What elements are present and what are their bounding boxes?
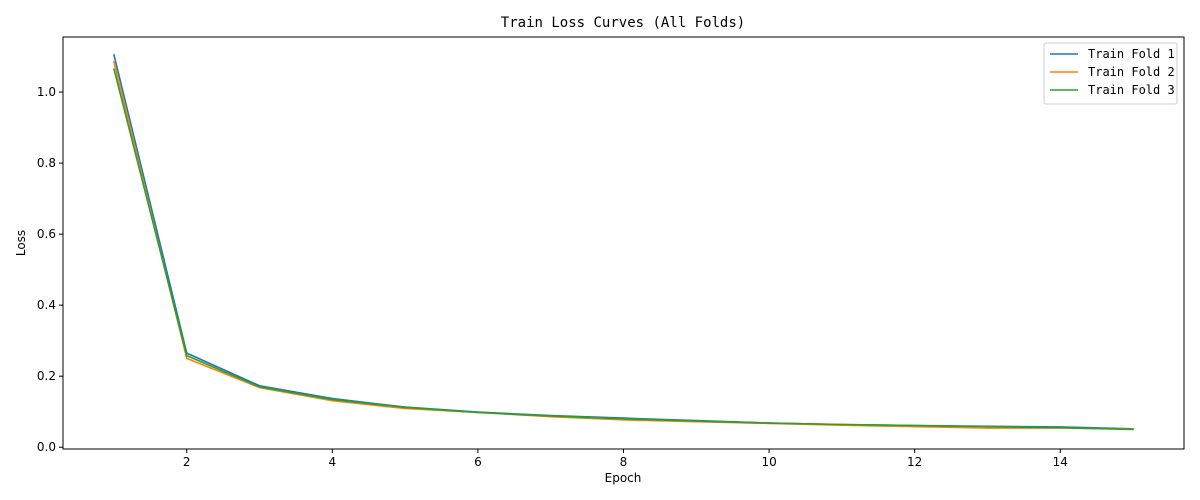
legend: Train Fold 1 Train Fold 2 Train Fold 3 [1043, 42, 1178, 105]
x-tick-label: 8 [620, 455, 628, 469]
data-point [768, 422, 770, 424]
data-point [113, 53, 115, 56]
x-tick-label: 14 [1053, 455, 1068, 469]
y-tick-label: 0.0 [37, 440, 56, 454]
data-point [986, 427, 989, 429]
legend-label: Train Fold 2 [1088, 65, 1175, 79]
series-3 [113, 68, 1134, 431]
y-tick-label: 0.2 [37, 369, 56, 383]
y-tick-label: 0.8 [37, 156, 56, 170]
x-tick-label: 12 [907, 455, 922, 469]
legend-label: Train Fold 3 [1088, 83, 1175, 97]
chart-title: Train Loss Curves (All Folds) [501, 15, 745, 31]
data-point [185, 357, 188, 360]
y-axis-label: Loss [14, 230, 28, 256]
x-axis-label: Epoch [605, 471, 642, 485]
data-point [113, 68, 115, 70]
series-layer [113, 53, 1134, 431]
legend-box [1043, 42, 1178, 105]
plot-frame [62, 36, 1185, 450]
x-tick-label: 10 [761, 455, 776, 469]
data-point [622, 418, 625, 420]
data-point [331, 398, 334, 401]
x-tick-label: 4 [329, 455, 337, 469]
x-tick-label: 2 [183, 455, 191, 469]
y-tick-label: 0.6 [37, 227, 56, 241]
plot-area [63, 37, 1184, 449]
data-point [477, 411, 479, 414]
y-axis-ticks: 0.0 0.2 0.4 0.6 0.8 1.0 [37, 85, 63, 454]
data-point [986, 425, 989, 428]
data-point [185, 354, 188, 357]
data-point [1132, 428, 1134, 431]
data-point [113, 61, 115, 63]
y-tick-label: 0.4 [37, 298, 56, 312]
data-point [913, 424, 916, 427]
x-tick-label: 6 [474, 455, 482, 469]
legend-label: Train Fold 1 [1088, 47, 1175, 61]
data-point [258, 386, 261, 388]
data-point [549, 415, 552, 417]
data-point [695, 420, 698, 422]
data-point [841, 423, 843, 426]
x-axis-ticks: 2 4 6 8 10 12 14 [183, 449, 1068, 469]
data-point [1059, 426, 1062, 429]
data-point [404, 406, 406, 409]
y-tick-label: 1.0 [37, 85, 56, 99]
